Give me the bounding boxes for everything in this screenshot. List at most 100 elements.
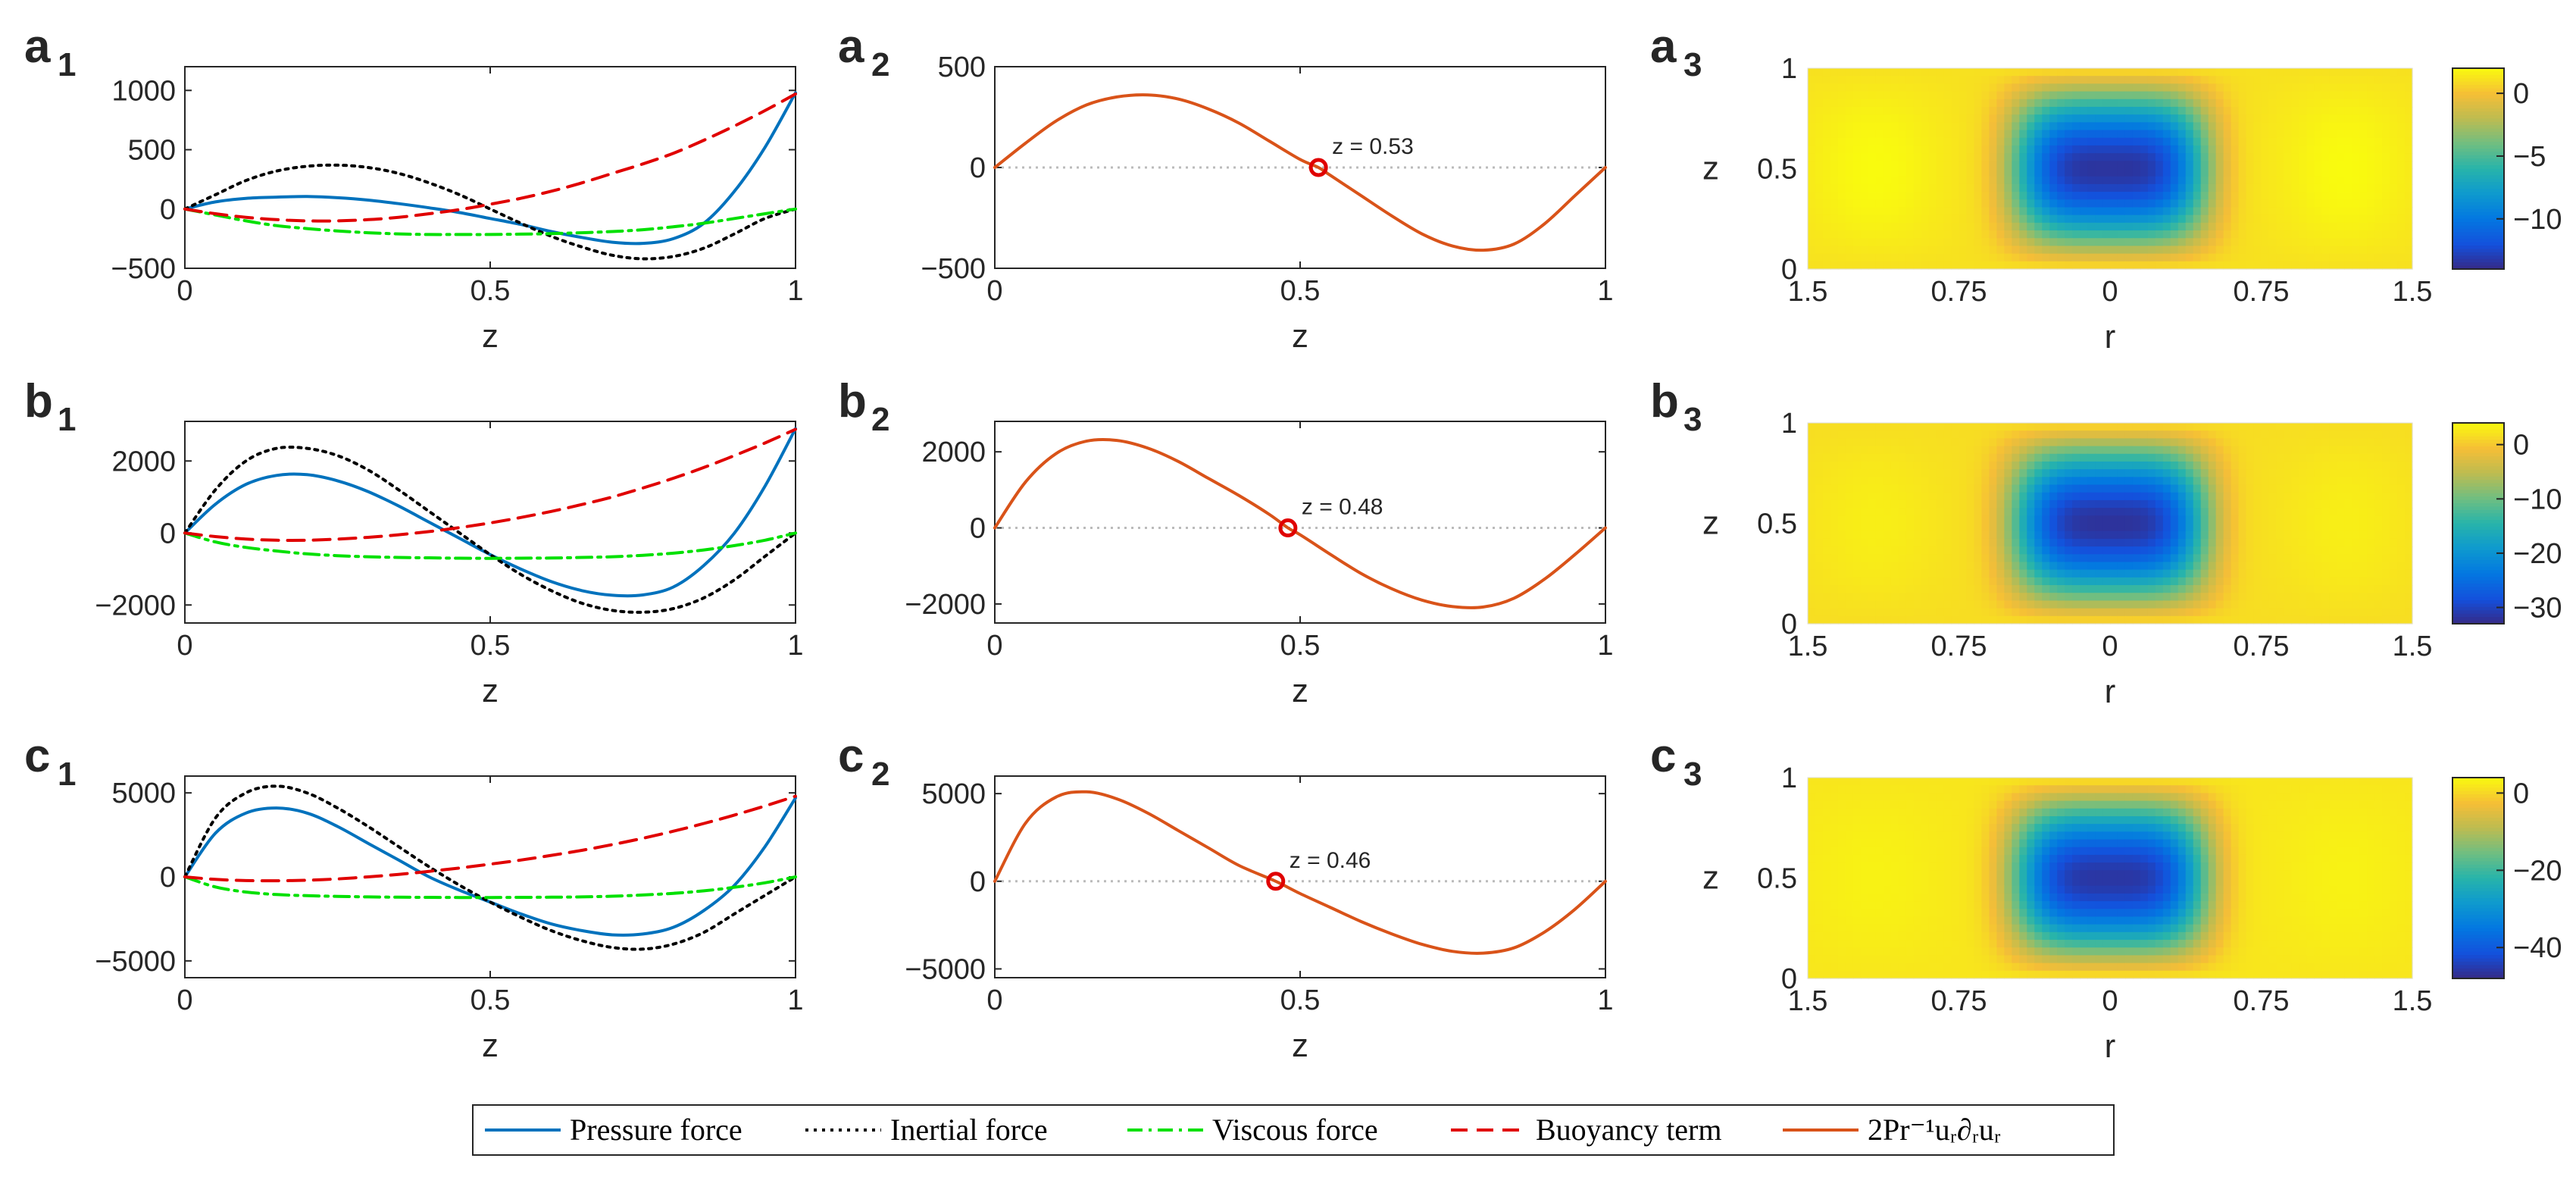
heatmap-cell bbox=[2162, 484, 2171, 493]
heatmap-cell bbox=[2253, 815, 2262, 825]
heatmap-cell bbox=[1974, 585, 1983, 593]
x-tick-label: 0.5 bbox=[470, 275, 511, 307]
heatmap-cell bbox=[1996, 778, 2005, 786]
heatmap-cell bbox=[2246, 577, 2255, 586]
heatmap-cell bbox=[1860, 808, 1869, 817]
heatmap-cell bbox=[2019, 122, 2027, 131]
heatmap-cell bbox=[2276, 538, 2285, 547]
heatmap-cell bbox=[1837, 253, 1846, 262]
heatmap-cell bbox=[2162, 815, 2171, 825]
heatmap-cell bbox=[2049, 492, 2058, 501]
heatmap-cell bbox=[2012, 554, 2020, 563]
heatmap-cell bbox=[2246, 499, 2255, 509]
heatmap-cell bbox=[2268, 546, 2277, 555]
heatmap-cell bbox=[1951, 523, 1960, 532]
heatmap-cell bbox=[2177, 453, 2187, 462]
heatmap-cell bbox=[2095, 253, 2103, 262]
heatmap-cell bbox=[2337, 230, 2345, 239]
heatmap-cell bbox=[2155, 484, 2164, 493]
heatmap-cell bbox=[2374, 600, 2383, 609]
heatmap-cell bbox=[1830, 446, 1839, 455]
heatmap-cell bbox=[1860, 800, 1869, 809]
heatmap-cell bbox=[2314, 261, 2322, 270]
heatmap-cell bbox=[2390, 778, 2398, 786]
heatmap-cell bbox=[2049, 261, 2058, 270]
heatmap-cell bbox=[2117, 161, 2126, 170]
heatmap-cell bbox=[1943, 469, 1952, 477]
heatmap-cell bbox=[2162, 222, 2171, 231]
heatmap-cell bbox=[2200, 778, 2209, 786]
heatmap-cell bbox=[2012, 800, 2020, 809]
heatmap-cell bbox=[2004, 168, 2012, 177]
heatmap-cell bbox=[1928, 453, 1937, 462]
heatmap-cell bbox=[2072, 99, 2080, 108]
heatmap-cell bbox=[1951, 554, 1960, 563]
heatmap-cell bbox=[2352, 199, 2360, 208]
heatmap-cell bbox=[1883, 68, 1892, 77]
heatmap-cell bbox=[1808, 453, 1816, 462]
heatmap-cell bbox=[2065, 192, 2073, 200]
heatmap-cell bbox=[2268, 554, 2277, 563]
x-tick-label: 0.5 bbox=[1280, 984, 1321, 1016]
heatmap-cell bbox=[2147, 778, 2156, 786]
heatmap-cell bbox=[1868, 508, 1877, 516]
heatmap-cell bbox=[1860, 91, 1869, 100]
heatmap-cell bbox=[2193, 531, 2202, 540]
heatmap-cell bbox=[2352, 600, 2360, 609]
heatmap-cell bbox=[2102, 477, 2111, 486]
heatmap-cell bbox=[2072, 815, 2080, 825]
colorbar-segment bbox=[2453, 155, 2504, 159]
heatmap-cell bbox=[2147, 793, 2156, 802]
heatmap-cell bbox=[2246, 230, 2255, 239]
heatmap-cell bbox=[2012, 499, 2020, 509]
heatmap-cell bbox=[2367, 176, 2375, 185]
heatmap-cell bbox=[2329, 492, 2337, 501]
heatmap-cell bbox=[2223, 130, 2232, 139]
heatmap-cell bbox=[1966, 153, 1975, 161]
heatmap-cell bbox=[1883, 554, 1892, 563]
heatmap-cell bbox=[1966, 199, 1975, 208]
heatmap-cell bbox=[1845, 824, 1854, 832]
heatmap-cell bbox=[2261, 246, 2270, 255]
heatmap-cell bbox=[2276, 438, 2285, 447]
heatmap-cell bbox=[1966, 253, 1975, 262]
heatmap-cell bbox=[2284, 230, 2292, 239]
heatmap-cell bbox=[1815, 793, 1824, 802]
heatmap-cell bbox=[2170, 608, 2179, 617]
heatmap-cell bbox=[1852, 469, 1862, 477]
heatmap-cell bbox=[2095, 461, 2103, 470]
heatmap-cell bbox=[2321, 600, 2330, 609]
heatmap-cell bbox=[2140, 492, 2149, 501]
heatmap-cell bbox=[1996, 168, 2005, 177]
heatmap-cell bbox=[2185, 585, 2194, 593]
heatmap-cell bbox=[1815, 546, 1824, 555]
heatmap-cell bbox=[2185, 106, 2194, 115]
heatmap-cell bbox=[1981, 207, 1990, 216]
heatmap-cell bbox=[2367, 222, 2375, 231]
heatmap-cell bbox=[1808, 793, 1816, 802]
heatmap-cell bbox=[1966, 114, 1975, 123]
heatmap-cell bbox=[2238, 199, 2247, 208]
panel-label-subscript: 3 bbox=[1683, 756, 1702, 793]
heatmap-cell bbox=[2124, 815, 2134, 825]
heatmap-cell bbox=[2019, 808, 2027, 817]
heatmap-cell bbox=[2042, 785, 2050, 794]
heatmap-cell bbox=[2162, 793, 2171, 802]
heatmap-cell bbox=[1943, 453, 1952, 462]
heatmap-cell bbox=[2374, 546, 2383, 555]
heatmap-cell bbox=[1974, 168, 1983, 177]
heatmap-cell bbox=[1974, 438, 1983, 447]
heatmap-cell bbox=[2177, 508, 2187, 516]
heatmap-cell bbox=[2049, 438, 2058, 447]
heatmap-cell bbox=[1928, 608, 1937, 617]
heatmap-cell bbox=[2359, 477, 2368, 486]
heatmap-cell bbox=[2034, 83, 2043, 92]
heatmap-cell bbox=[2284, 192, 2292, 200]
heatmap-cell bbox=[2397, 76, 2406, 84]
x-tick-label: 0.5 bbox=[470, 984, 511, 1016]
colorbar-segment bbox=[2453, 114, 2504, 119]
heatmap-cell bbox=[1913, 778, 1922, 786]
heatmap-cell bbox=[2321, 477, 2330, 486]
heatmap-cell bbox=[2162, 554, 2171, 563]
heatmap-cell bbox=[2087, 461, 2096, 470]
